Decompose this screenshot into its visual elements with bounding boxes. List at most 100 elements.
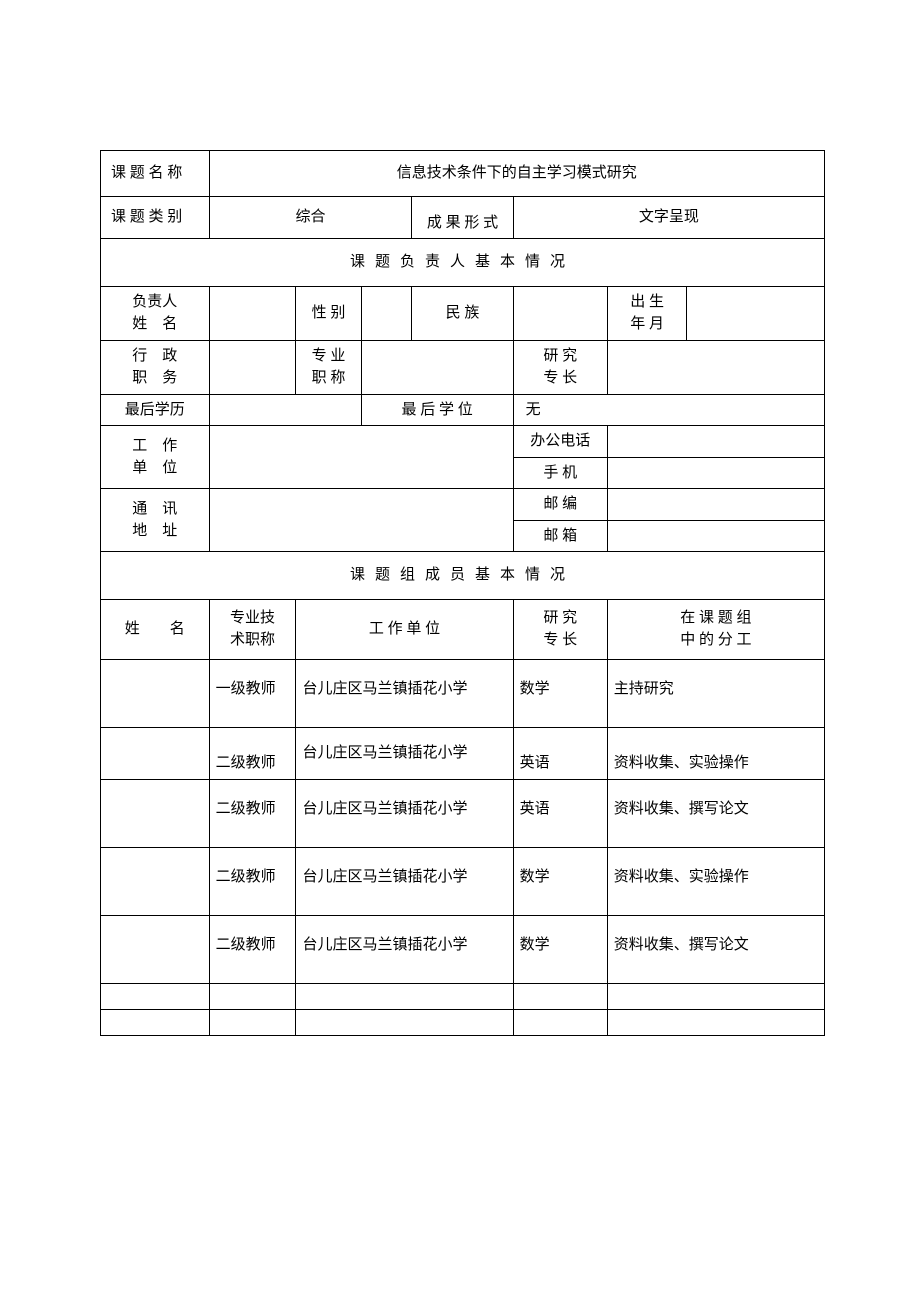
label-postcode: 邮 编 <box>513 489 607 521</box>
member-row <box>101 983 825 1009</box>
row-leader-name: 负责人 姓 名 性 别 民 族 出 生 年 月 <box>101 286 825 340</box>
value-birth <box>687 286 825 340</box>
m-name <box>101 659 210 727</box>
label-admin-pos-2: 职 务 <box>132 370 177 386</box>
label-topic-category: 课 题 类 别 <box>101 197 210 239</box>
label-leader-name-2: 姓 名 <box>132 316 177 332</box>
form-table: 课 题 名 称 信息技术条件下的自主学习模式研究 课 题 类 别 综合 成 果 … <box>100 150 825 1036</box>
label-prof-title-1: 专 业 <box>312 348 346 364</box>
label-research-exp-2: 专 长 <box>543 370 577 386</box>
label-leader-name-1: 负责人 <box>132 294 177 310</box>
label-birth-1: 出 生 <box>630 294 664 310</box>
row-address-1: 通 讯 地 址 邮 编 <box>101 489 825 521</box>
value-office-phone <box>607 426 824 458</box>
value-ethnic <box>513 286 607 340</box>
m-role <box>607 1009 824 1035</box>
m-unit: 台儿庄区马兰镇插花小学 <box>296 779 513 847</box>
m-unit: 台儿庄区马兰镇插花小学 <box>296 915 513 983</box>
m-unit: 台儿庄区马兰镇插花小学 <box>296 847 513 915</box>
m-role: 资料收集、撰写论文 <box>607 915 824 983</box>
label-office-phone: 办公电话 <box>513 426 607 458</box>
label-work-unit-1: 工 作 <box>132 438 177 454</box>
label-m-title: 专业技 术职称 <box>209 599 296 659</box>
m-title: 二级教师 <box>209 727 296 779</box>
label-topic-name: 课 题 名 称 <box>101 151 210 197</box>
label-work-unit: 工 作 单 位 <box>101 426 210 489</box>
label-m-role: 在 课 题 组 中 的 分 工 <box>607 599 824 659</box>
row-topic-name: 课 题 名 称 信息技术条件下的自主学习模式研究 <box>101 151 825 197</box>
value-topic-name: 信息技术条件下的自主学习模式研究 <box>209 151 824 197</box>
row-section-members: 课题组成员基本情况 <box>101 552 825 600</box>
m-name <box>101 727 210 779</box>
value-email <box>607 520 824 552</box>
value-result-form: 文字呈现 <box>513 197 824 239</box>
label-email: 邮 箱 <box>513 520 607 552</box>
section-members-header: 课题组成员基本情况 <box>101 552 825 600</box>
label-research-exp-1: 研 究 <box>543 348 577 364</box>
m-exp: 英语 <box>513 727 607 779</box>
value-topic-category: 综合 <box>209 197 412 239</box>
label-mobile: 手 机 <box>513 457 607 489</box>
label-address: 通 讯 地 址 <box>101 489 210 552</box>
label-admin-pos-1: 行 政 <box>132 348 177 364</box>
value-mobile <box>607 457 824 489</box>
m-unit <box>296 1009 513 1035</box>
m-title <box>209 983 296 1009</box>
m-exp: 数学 <box>513 659 607 727</box>
value-last-degree: 无 <box>513 394 824 426</box>
m-name <box>101 779 210 847</box>
m-unit: 台儿庄区马兰镇插花小学 <box>296 727 513 779</box>
value-admin-pos <box>209 340 296 394</box>
label-m-unit: 工 作 单 位 <box>296 599 513 659</box>
row-work-unit-1: 工 作 单 位 办公电话 <box>101 426 825 458</box>
label-result-form: 成 果 形 式 <box>412 197 513 239</box>
label-m-exp-1: 研 究 <box>543 610 577 626</box>
m-name <box>101 847 210 915</box>
value-last-edu <box>209 394 361 426</box>
label-m-exp-2: 专 长 <box>543 632 577 648</box>
label-admin-pos: 行 政 职 务 <box>101 340 210 394</box>
label-m-title-2: 术职称 <box>230 632 275 648</box>
m-name <box>101 915 210 983</box>
m-name <box>101 983 210 1009</box>
label-ethnic: 民 族 <box>412 286 513 340</box>
m-exp: 数学 <box>513 915 607 983</box>
m-title: 二级教师 <box>209 915 296 983</box>
label-last-degree: 最 后 学 位 <box>361 394 513 426</box>
label-prof-title-2: 职 称 <box>312 370 346 386</box>
document-page: 课 题 名 称 信息技术条件下的自主学习模式研究 课 题 类 别 综合 成 果 … <box>0 0 920 1302</box>
value-leader-name <box>209 286 296 340</box>
label-address-1: 通 讯 <box>132 501 177 517</box>
label-research-exp: 研 究 专 长 <box>513 340 607 394</box>
value-gender <box>361 286 412 340</box>
label-m-role-2: 中 的 分 工 <box>680 632 751 648</box>
m-exp <box>513 983 607 1009</box>
value-work-unit <box>209 426 513 489</box>
member-row: 二级教师 台儿庄区马兰镇插花小学 英语 资料收集、撰写论文 <box>101 779 825 847</box>
m-role: 主持研究 <box>607 659 824 727</box>
label-m-role-1: 在 课 题 组 <box>680 610 751 626</box>
m-role: 资料收集、实验操作 <box>607 727 824 779</box>
row-admin-pos: 行 政 职 务 专 业 职 称 研 究 专 长 <box>101 340 825 394</box>
m-unit <box>296 983 513 1009</box>
m-unit: 台儿庄区马兰镇插花小学 <box>296 659 513 727</box>
label-address-2: 地 址 <box>132 523 177 539</box>
m-title: 二级教师 <box>209 779 296 847</box>
label-birth-2: 年 月 <box>630 316 664 332</box>
m-role <box>607 983 824 1009</box>
member-row: 二级教师 台儿庄区马兰镇插花小学 数学 资料收集、撰写论文 <box>101 915 825 983</box>
label-m-exp: 研 究 专 长 <box>513 599 607 659</box>
member-row: 一级教师 台儿庄区马兰镇插花小学 数学 主持研究 <box>101 659 825 727</box>
row-section-leader: 课题负责人基本情况 <box>101 239 825 287</box>
m-exp: 英语 <box>513 779 607 847</box>
m-name <box>101 1009 210 1035</box>
value-research-exp <box>607 340 824 394</box>
m-role: 资料收集、实验操作 <box>607 847 824 915</box>
value-address <box>209 489 513 552</box>
label-gender: 性 别 <box>296 286 361 340</box>
m-exp: 数学 <box>513 847 607 915</box>
row-member-header: 姓 名 专业技 术职称 工 作 单 位 研 究 专 长 在 课 题 组 中 的 … <box>101 599 825 659</box>
row-category: 课 题 类 别 综合 成 果 形 式 文字呈现 <box>101 197 825 239</box>
row-last-edu: 最后学历 最 后 学 位 无 <box>101 394 825 426</box>
value-prof-title <box>361 340 513 394</box>
